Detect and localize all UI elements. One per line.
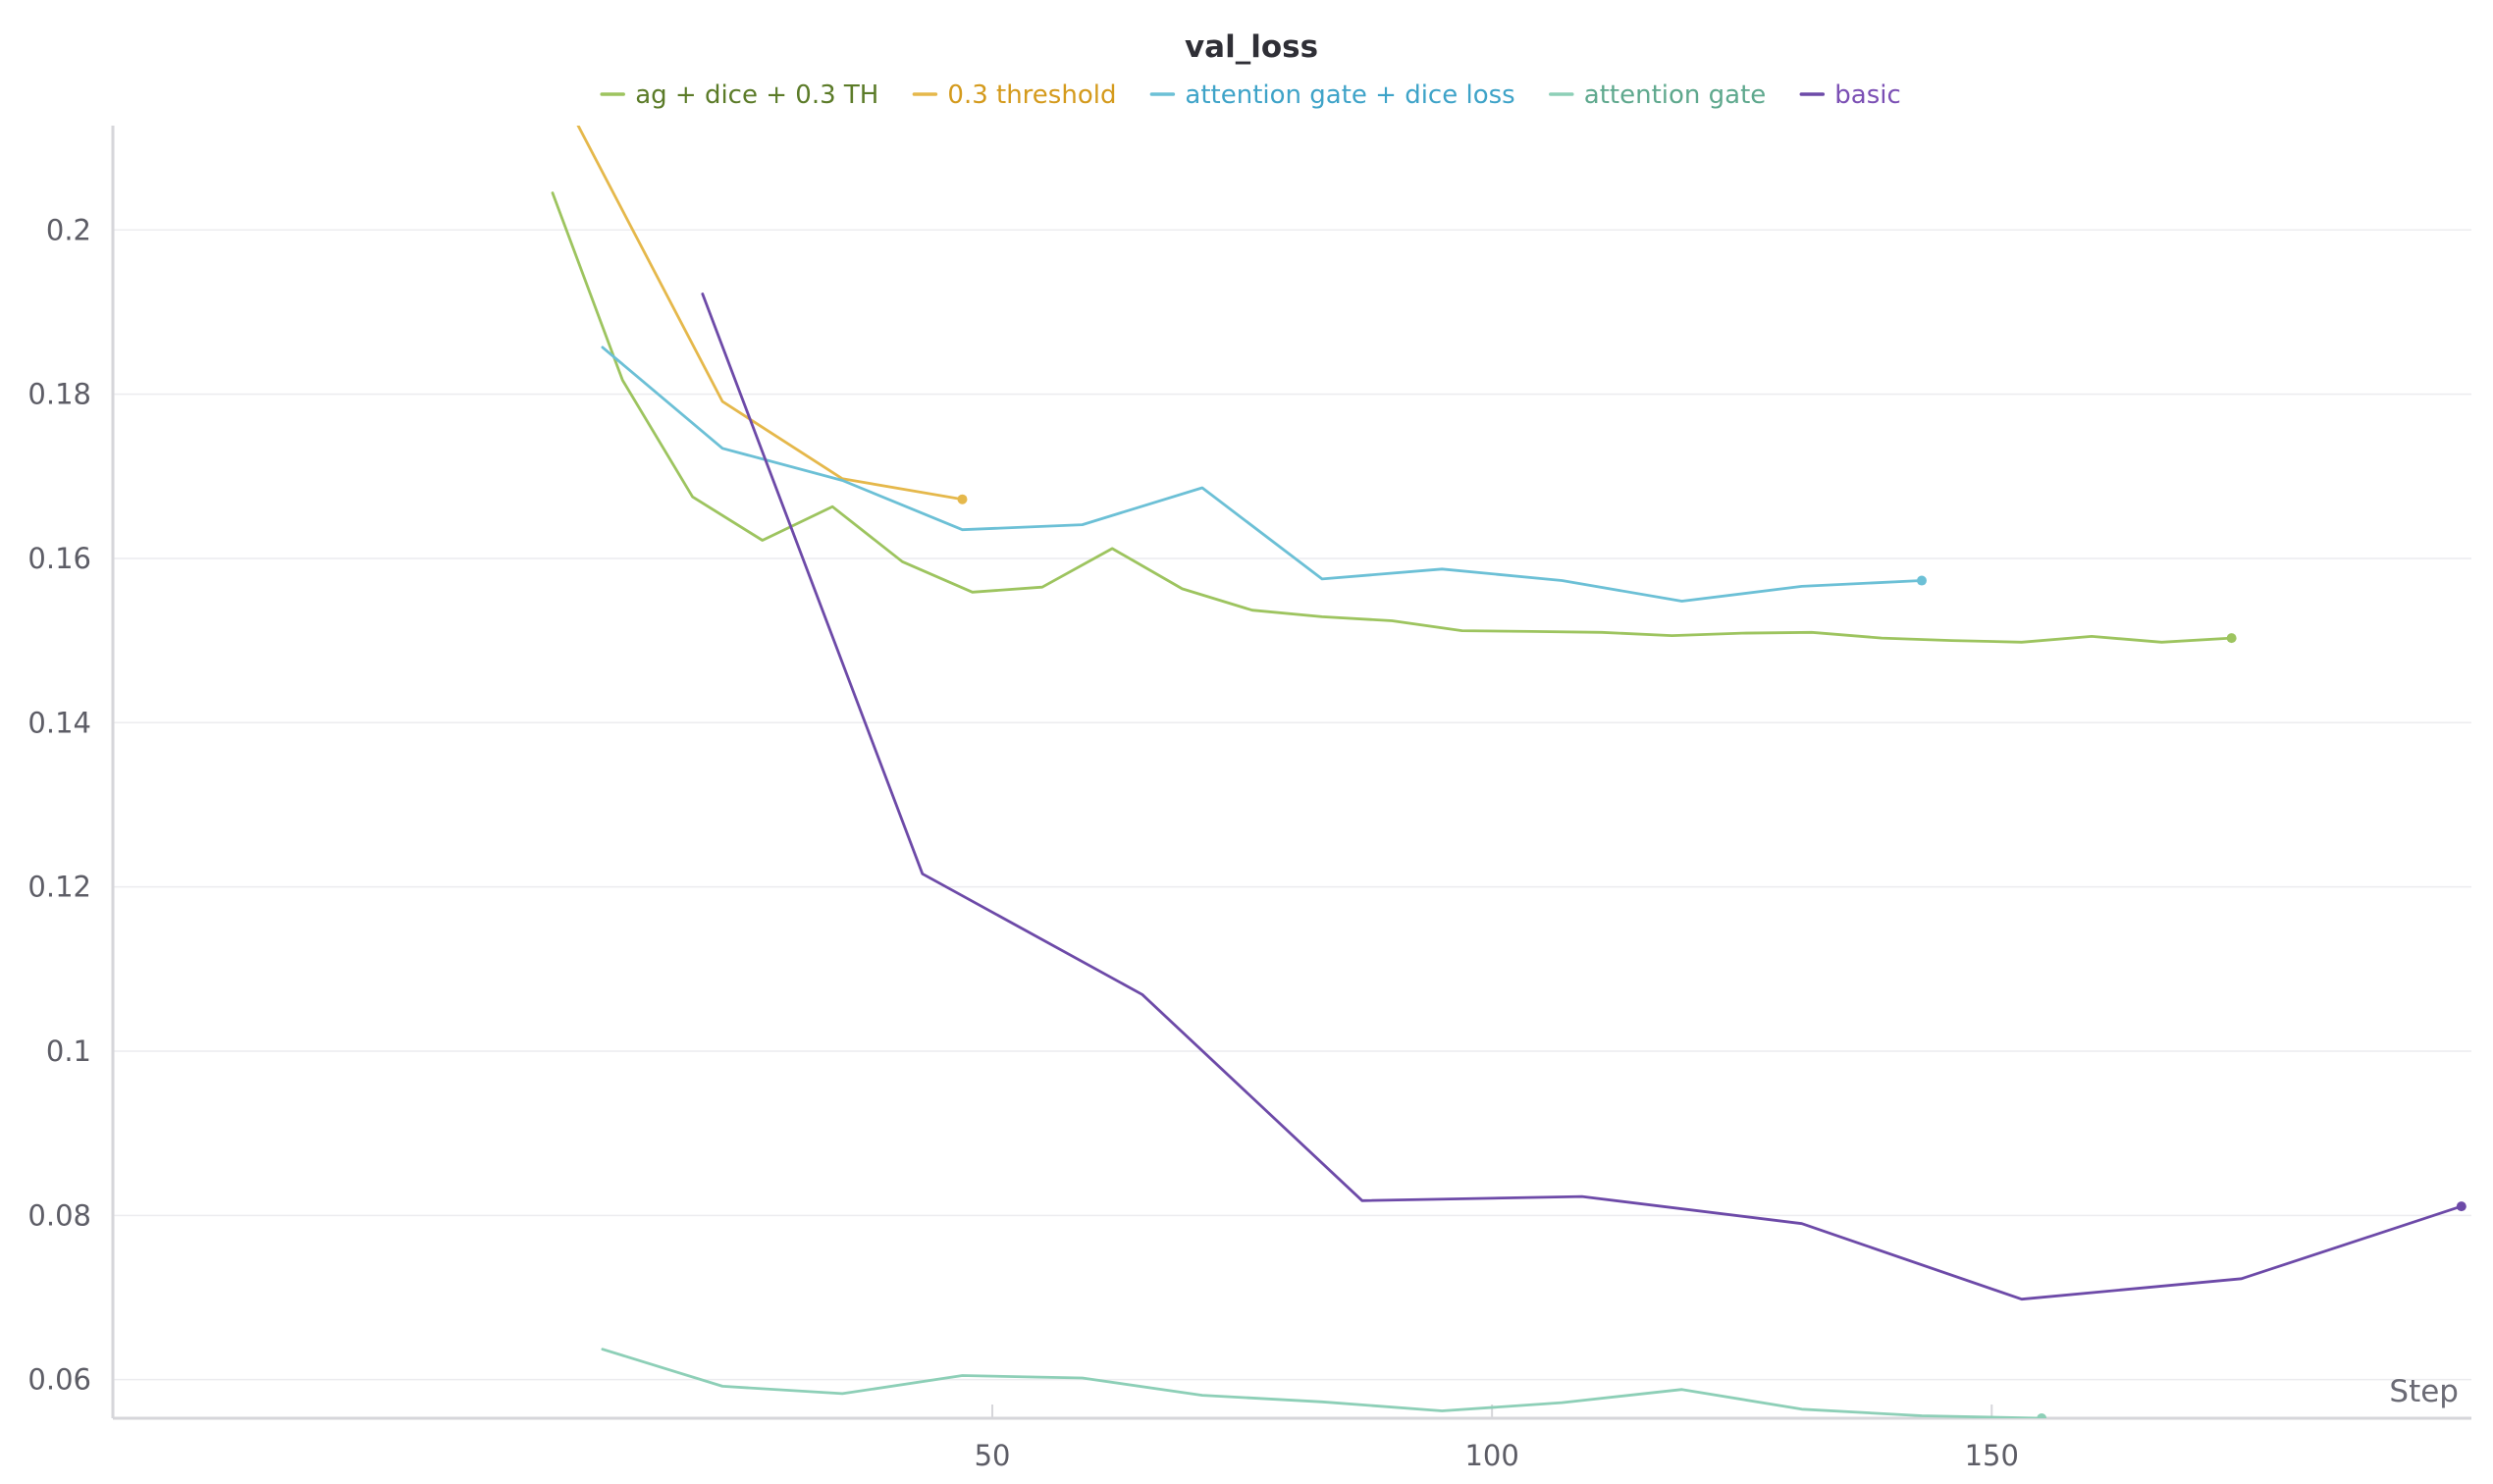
series-3[interactable] — [601, 1348, 2047, 1423]
series-line[interactable] — [601, 345, 1924, 603]
y-tick-label: 0.1 — [46, 1034, 91, 1068]
series-end-point[interactable] — [2037, 1413, 2047, 1423]
series-0[interactable] — [551, 191, 2237, 644]
series-end-point[interactable] — [2226, 633, 2237, 644]
series-line[interactable] — [113, 0, 964, 502]
series-4[interactable] — [701, 292, 2466, 1301]
legend-label: basic — [1834, 80, 1901, 110]
legend[interactable]: ag + dice + 0.3 TH 0.3 threshold attention… — [600, 80, 1901, 110]
series-end-point[interactable] — [1916, 575, 1927, 586]
series-end-point[interactable] — [957, 494, 968, 504]
x-axis-label: Step — [2389, 1374, 2459, 1409]
y-tick-label: 0.12 — [27, 871, 91, 904]
legend-item[interactable]: ag + dice + 0.3 TH — [600, 80, 878, 110]
grid — [113, 229, 2471, 1381]
legend-label: attention gate + dice loss — [1185, 80, 1514, 110]
legend-label: 0.3 threshold — [947, 80, 1116, 110]
series-end-point[interactable] — [2456, 1201, 2466, 1212]
series-line[interactable] — [701, 292, 2464, 1301]
y-tick-label: 0.08 — [27, 1198, 91, 1232]
series-2[interactable] — [601, 345, 1927, 603]
legend-item[interactable]: attention gate — [1549, 80, 1767, 110]
series-line[interactable] — [601, 1348, 2043, 1418]
chart-title: val_loss — [1185, 29, 1318, 65]
y-tick-label: 0.18 — [27, 378, 91, 411]
series-1[interactable] — [113, 0, 968, 504]
x-tick-label: 150 — [1965, 1439, 2019, 1472]
legend-item[interactable]: attention gate + dice loss — [1149, 80, 1515, 110]
y-tick-label: 0.2 — [46, 213, 91, 246]
legend-label: attention gate — [1584, 80, 1767, 110]
axes: 0.06 0.08 0.1 0.12 0.14 0.16 0.18 0.2 50 100 150 — [27, 126, 2471, 1472]
x-tick-label: 100 — [1464, 1439, 1518, 1472]
y-tick-label: 0.14 — [27, 706, 91, 739]
legend-item[interactable]: 0.3 threshold — [912, 80, 1116, 110]
legend-item[interactable]: basic — [1799, 80, 1901, 110]
series-line[interactable] — [551, 191, 2234, 644]
y-tick-label: 0.06 — [27, 1363, 91, 1397]
series-layer[interactable] — [113, 0, 2466, 1423]
y-tick-label: 0.16 — [27, 542, 91, 575]
x-tick-label: 50 — [975, 1439, 1011, 1472]
legend-label: ag + dice + 0.3 TH — [635, 80, 878, 110]
